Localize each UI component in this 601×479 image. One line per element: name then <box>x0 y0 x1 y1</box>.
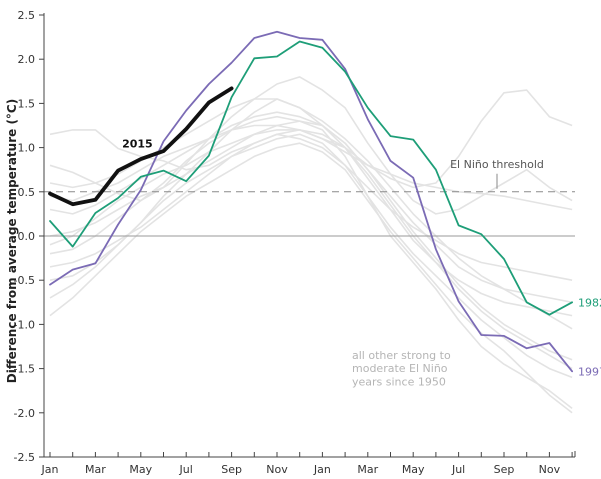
y-tick-label: -2.5 <box>14 451 35 464</box>
y-tick-label: -1.5 <box>14 363 35 376</box>
series-line-1997 <box>49 30 573 373</box>
x-tick-label: Jan <box>313 463 331 476</box>
background-series-line-7 <box>49 142 573 414</box>
axes <box>43 13 576 458</box>
others-label-line-3: years since 1950 <box>352 375 446 388</box>
x-tick-label: Nov <box>266 463 288 476</box>
series-label-2015: 2015 <box>122 138 153 151</box>
x-ticks: Jan Mar May Jul Sep Nov Jan Mar May Jul Sep Nov <box>41 452 573 476</box>
x-tick-label: Sep <box>221 463 242 476</box>
y-tick-label: 0.0 <box>18 230 36 243</box>
x-tick-label: Jul <box>179 463 193 476</box>
threshold-label: El Niño threshold <box>450 158 544 171</box>
others-label-line-2: moderate El Niño <box>352 362 448 375</box>
x-tick-label: Jul <box>451 463 465 476</box>
main-series-group <box>48 30 573 373</box>
y-tick-label: -2.0 <box>14 407 35 420</box>
x-tick-label: Nov <box>539 463 561 476</box>
x-tick-label: May <box>129 463 152 476</box>
x-tick-label: Mar <box>85 463 106 476</box>
y-tick-label: 2.5 <box>18 9 36 22</box>
x-tick-label: Jan <box>41 463 59 476</box>
x-tick-label: May <box>402 463 425 476</box>
background-series-line-4 <box>49 115 573 410</box>
y-axis-label: Difference from average temperature (°C) <box>5 99 19 383</box>
series-line-2015 <box>48 86 234 207</box>
background-series-line-12 <box>49 129 573 370</box>
background-series-line-11 <box>49 124 573 211</box>
y-tick-label: 2.0 <box>18 53 36 66</box>
y-tick-label: 1.5 <box>18 97 36 110</box>
y-tick-label: 0.5 <box>18 186 36 199</box>
y-tick-label: -1.0 <box>14 318 35 331</box>
series-label-1997: 1997 <box>578 365 601 378</box>
background-series-line-6 <box>49 133 573 379</box>
background-series-line-10 <box>49 133 573 281</box>
background-series-line-9 <box>49 120 573 304</box>
x-tick-label: Sep <box>494 463 515 476</box>
y-tick-label: -0.5 <box>14 274 35 287</box>
series-label-1982: 1982 <box>578 296 601 309</box>
y-tick-label: 1.0 <box>18 142 36 155</box>
y-ticks: 2.5 2.0 1.5 1.0 0.5 0.0 -0.5 -1.0 -1.5 -2.0 -2.5 <box>14 9 44 464</box>
others-label-line-1: all other strong to <box>352 349 451 362</box>
x-tick-label: Mar <box>357 463 378 476</box>
series-line-1982 <box>49 40 573 316</box>
